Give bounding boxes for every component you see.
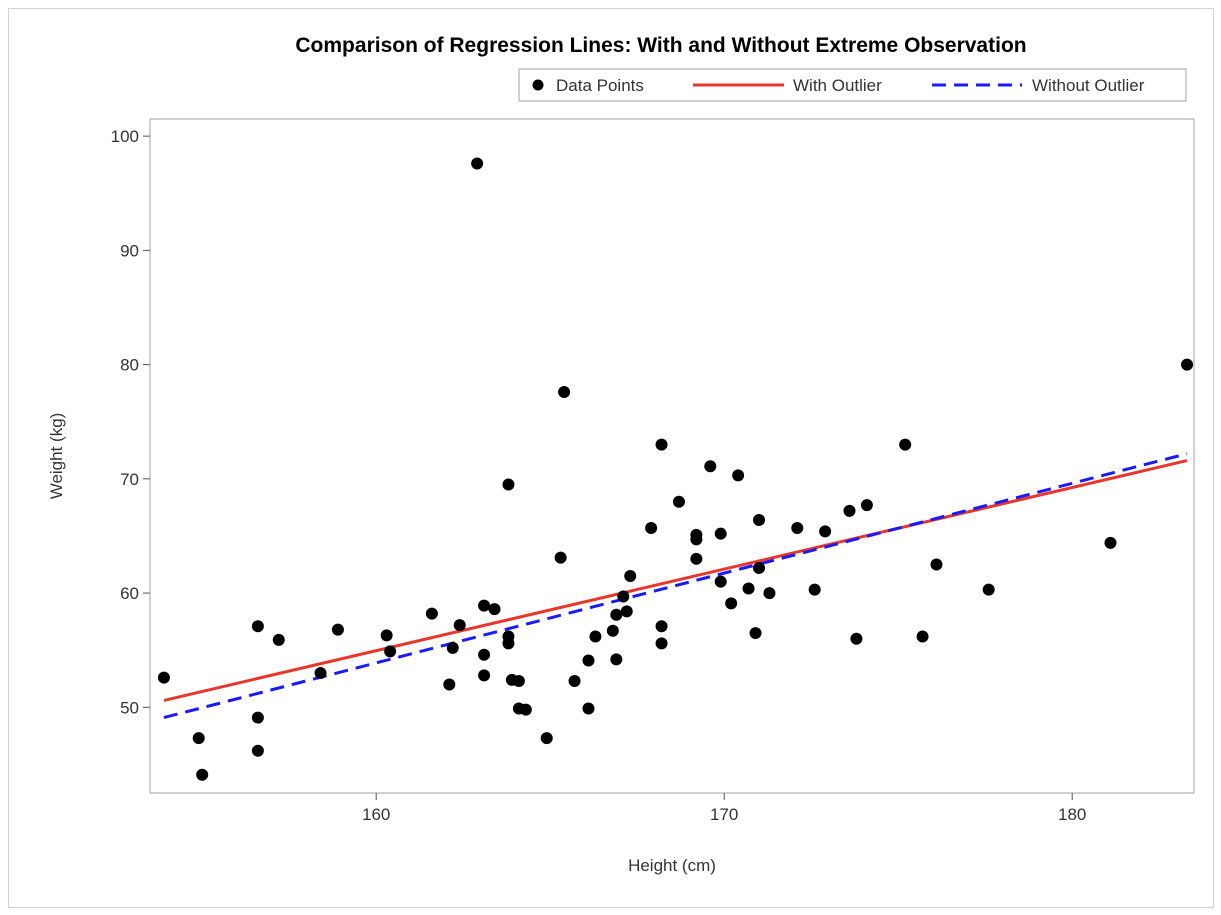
data-point: [554, 551, 567, 564]
data-point: [763, 587, 776, 600]
data-point: [488, 603, 501, 616]
data-point: [742, 582, 755, 595]
data-point: [502, 637, 515, 650]
data-point: [192, 732, 205, 745]
data-point: [610, 608, 623, 621]
data-point: [610, 653, 623, 666]
legend: Data Points With Outlier Without Outlier: [518, 68, 1187, 102]
data-point: [655, 438, 668, 451]
y-tick-label: 80: [120, 356, 139, 375]
data-point: [272, 633, 285, 646]
data-point: [655, 637, 668, 650]
y-tick-label: 50: [120, 698, 139, 717]
data-point: [714, 527, 727, 540]
y-axis: 50 60 70 80 90 100: [111, 127, 150, 717]
data-point: [714, 575, 727, 588]
regression-line-without-outlier: [163, 452, 1188, 720]
y-tick-label: 90: [120, 241, 139, 260]
data-point: [819, 525, 832, 538]
y-tick-label: 70: [120, 470, 139, 489]
data-point: [753, 513, 765, 526]
data-point: [384, 645, 397, 658]
data-point: [850, 632, 863, 645]
data-point: [617, 590, 630, 603]
data-point: [478, 648, 491, 661]
data-point: [916, 630, 929, 643]
data-point: [502, 478, 515, 491]
data-point: [645, 521, 658, 534]
legend-label-with-outlier: With Outlier: [793, 76, 882, 95]
data-point: [314, 667, 327, 680]
data-point: [443, 678, 456, 691]
data-point: [749, 627, 762, 640]
data-point: [690, 533, 703, 546]
data-point: [753, 561, 765, 574]
data-point: [425, 607, 438, 620]
data-point: [930, 558, 943, 571]
y-tick-label: 100: [111, 127, 139, 146]
x-tick-label: 180: [1058, 805, 1086, 824]
data-point: [589, 630, 602, 643]
legend-point-marker: [532, 79, 544, 91]
data-point: [519, 703, 532, 716]
data-point: [582, 702, 595, 715]
data-points: [157, 157, 1194, 781]
data-point: [512, 675, 525, 688]
data-point: [982, 583, 995, 596]
data-point: [791, 521, 804, 534]
data-point: [732, 469, 745, 482]
data-point: [453, 619, 466, 632]
data-point: [690, 552, 703, 565]
data-point: [251, 744, 264, 757]
data-point: [620, 605, 633, 618]
data-point: [1104, 536, 1117, 549]
data-point: [899, 438, 912, 451]
data-point: [843, 504, 856, 517]
data-point: [446, 641, 459, 654]
data-point: [471, 157, 484, 170]
data-point: [808, 583, 821, 596]
regression-lines: [163, 452, 1188, 720]
data-point: [196, 768, 209, 781]
data-point: [704, 460, 717, 473]
legend-box: [518, 68, 1187, 102]
regression-line-with-outlier: [163, 459, 1188, 702]
data-point: [725, 597, 738, 610]
data-point: [478, 599, 491, 612]
data-point: [251, 620, 264, 633]
x-axis: 160 170 180: [362, 793, 1086, 824]
data-point: [478, 669, 491, 682]
data-point: [157, 671, 170, 684]
data-point: [331, 623, 344, 636]
chart-title: Comparison of Regression Lines: With and…: [295, 34, 1026, 57]
legend-label-data-points: Data Points: [556, 76, 644, 95]
x-tick-label: 170: [710, 805, 738, 824]
data-point: [606, 624, 619, 637]
data-point: [655, 620, 668, 633]
data-point: [860, 499, 873, 512]
legend-label-without-outlier: Without Outlier: [1032, 76, 1145, 95]
data-point: [568, 675, 581, 688]
data-point: [1181, 358, 1194, 371]
data-point: [672, 495, 685, 508]
data-point: [624, 569, 637, 582]
plot-area: [149, 118, 1195, 794]
data-point: [380, 629, 393, 642]
data-point: [540, 732, 553, 745]
data-point: [251, 711, 264, 724]
x-tick-label: 160: [362, 805, 390, 824]
data-point: [582, 654, 595, 667]
x-axis-label: Height (cm): [628, 856, 716, 875]
y-axis-label: Weight (kg): [47, 413, 66, 500]
data-point: [558, 386, 571, 399]
y-tick-label: 60: [120, 584, 139, 603]
